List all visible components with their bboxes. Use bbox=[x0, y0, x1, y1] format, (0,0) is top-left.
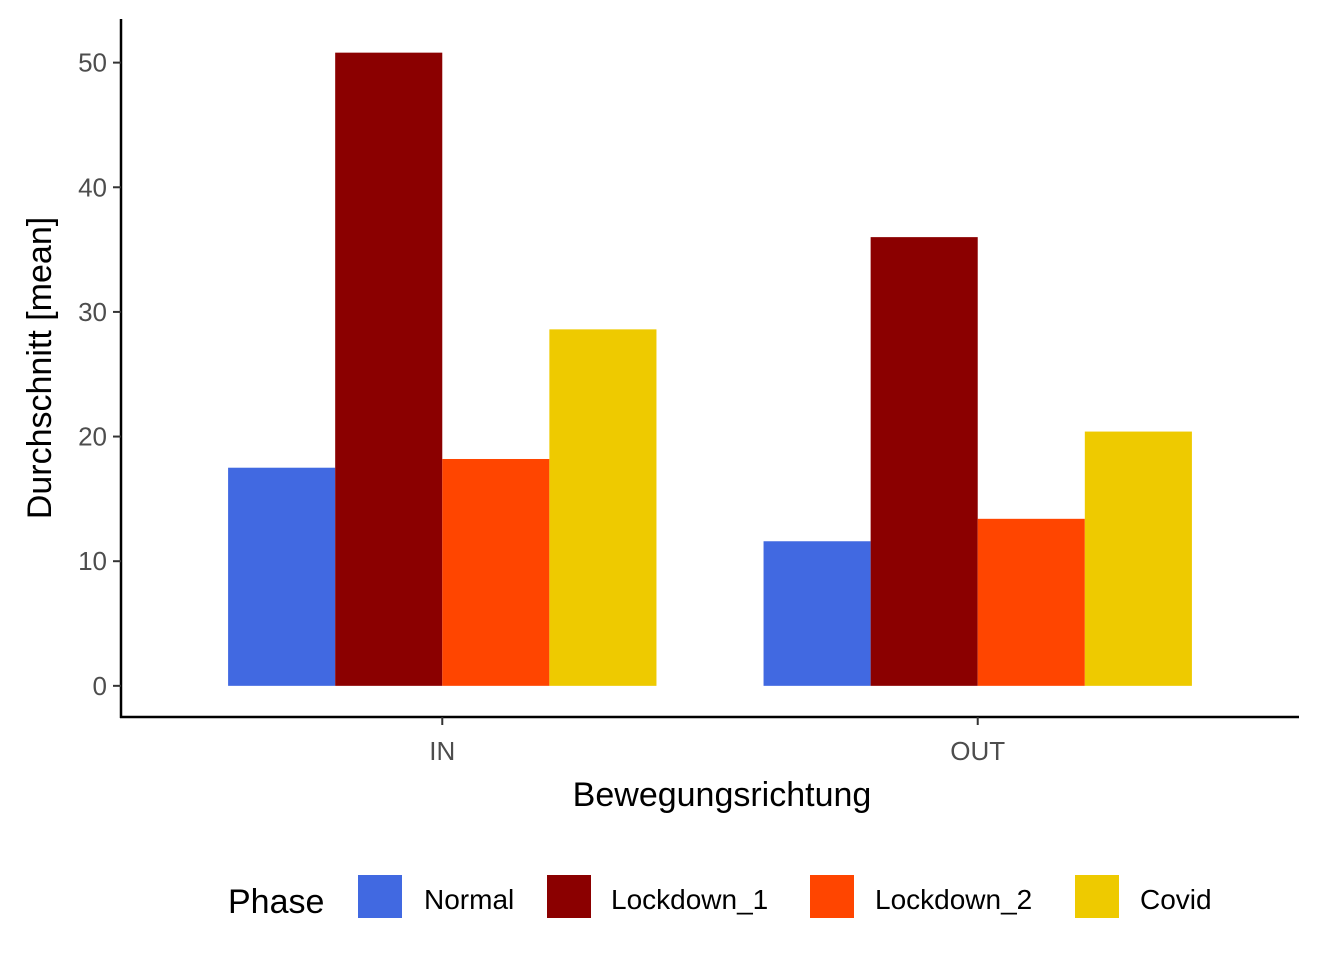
y-tick-label: 50 bbox=[78, 48, 107, 78]
y-tick-label: 10 bbox=[78, 546, 107, 576]
x-tick-label: OUT bbox=[950, 736, 1005, 766]
legend-key-lockdown-2 bbox=[810, 875, 854, 918]
y-tick-label: 20 bbox=[78, 422, 107, 452]
y-tick-label: 30 bbox=[78, 297, 107, 327]
legend-key-normal bbox=[358, 875, 402, 918]
y-tick-label: 40 bbox=[78, 172, 107, 202]
y-tick-label: 0 bbox=[93, 671, 107, 701]
bars-group bbox=[228, 52, 1192, 686]
legend-label-lockdown-1: Lockdown_1 bbox=[611, 884, 768, 915]
legend-label-lockdown-2: Lockdown_2 bbox=[875, 884, 1032, 915]
bar-in-covid bbox=[549, 329, 657, 686]
y-axis-title: Durchschnitt [mean] bbox=[21, 217, 59, 519]
bar-in-lockdown-2 bbox=[442, 458, 550, 686]
x-axis-title: Bewegungsrichtung bbox=[573, 776, 872, 814]
x-tick-label: IN bbox=[429, 736, 455, 766]
bar-in-normal bbox=[228, 467, 336, 686]
bar-out-covid bbox=[1084, 431, 1192, 686]
bar-in-lockdown-1 bbox=[335, 52, 443, 686]
bar-out-normal bbox=[763, 541, 871, 686]
y-axis-ticks: 0 10 20 30 40 50 bbox=[78, 48, 121, 701]
legend-key-covid bbox=[1075, 875, 1119, 918]
legend: Phase Normal Lockdown_1 Lockdown_2 Covid bbox=[228, 875, 1212, 921]
legend-title: Phase bbox=[228, 883, 324, 921]
x-axis-ticks: IN OUT bbox=[429, 717, 1005, 766]
legend-label-normal: Normal bbox=[424, 884, 514, 915]
legend-label-covid: Covid bbox=[1140, 884, 1212, 915]
bar-out-lockdown-1 bbox=[870, 237, 978, 686]
legend-key-lockdown-1 bbox=[547, 875, 591, 918]
bar-out-lockdown-2 bbox=[977, 518, 1085, 686]
